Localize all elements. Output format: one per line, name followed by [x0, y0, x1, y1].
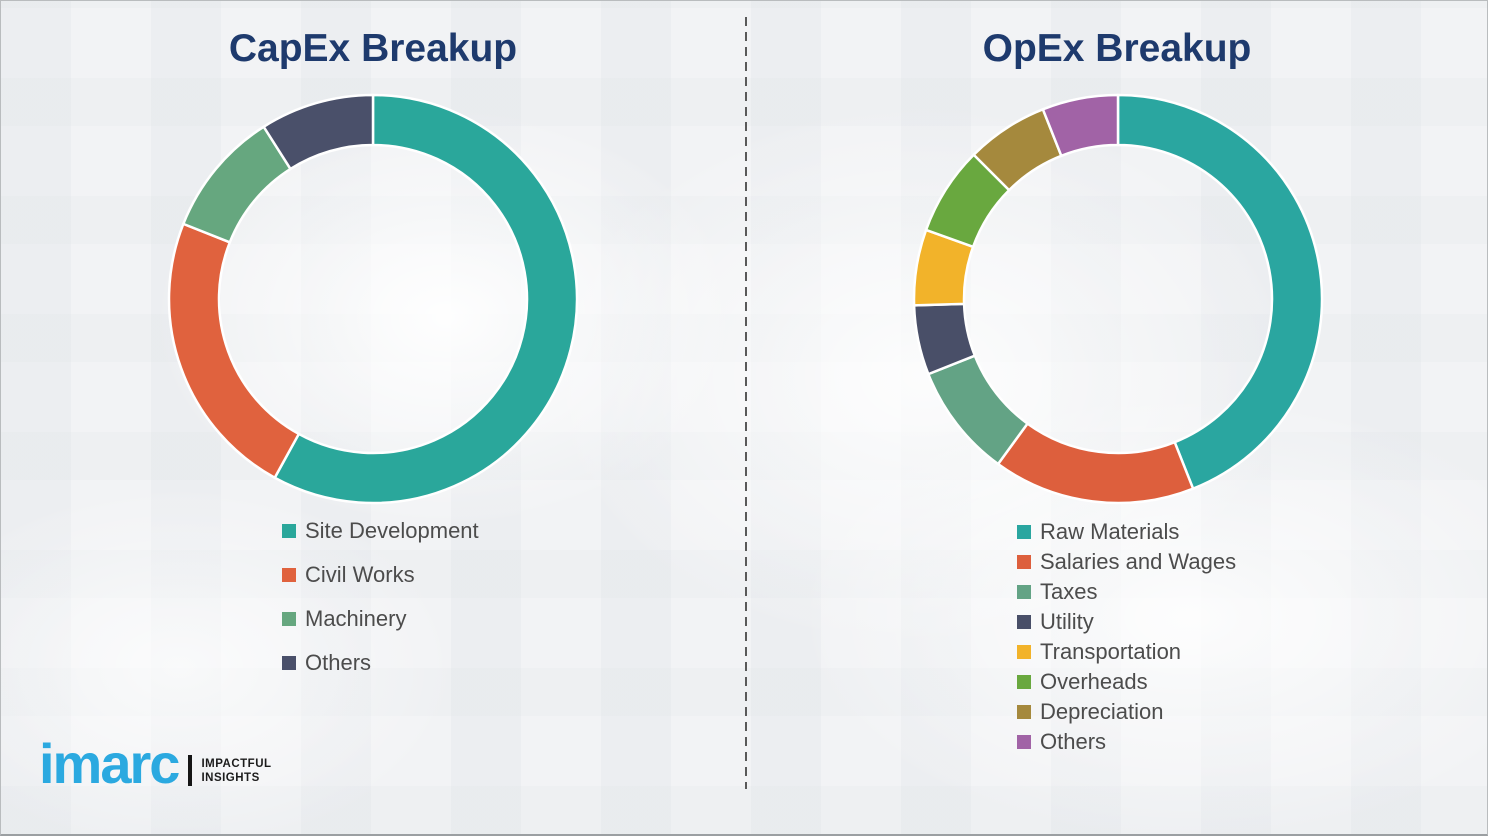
legend-color-swatch — [282, 524, 296, 538]
donut-slice-salaries-and-wages — [996, 422, 1195, 505]
legend-label: Others — [305, 650, 372, 675]
legend-item-others: Others — [282, 641, 479, 685]
capex-donut-chart — [167, 93, 579, 505]
imarc-logo-wordmark: imarc — [39, 732, 180, 795]
legend-color-swatch — [1017, 645, 1031, 659]
legend-item-overheads: Overheads — [1017, 667, 1236, 697]
legend-label: Taxes — [1040, 579, 1098, 604]
legend-label: Site Development — [305, 518, 479, 543]
legend-item-utility: Utility — [1017, 607, 1236, 637]
legend-label: Others — [1040, 729, 1107, 754]
imarc-tagline-line2: INSIGHTS — [201, 772, 260, 785]
legend-label: Utility — [1040, 609, 1094, 634]
legend-color-swatch — [282, 612, 296, 626]
capex-legend: Site Development Civil Works Machinery Othe… — [282, 509, 479, 685]
legend-label: Machinery — [305, 606, 407, 631]
legend-label: Depreciation — [1040, 699, 1164, 724]
legend-color-swatch — [1017, 525, 1031, 539]
legend-label: Transportation — [1040, 639, 1182, 664]
legend-item-civil-works: Civil Works — [282, 553, 479, 597]
legend-color-swatch — [1017, 615, 1031, 629]
legend-item-others: Others — [1017, 727, 1236, 757]
imarc-logo-tagline: IMPACTFUL INSIGHTS — [201, 757, 271, 786]
opex-chart-title: OpEx Breakup — [982, 27, 1252, 70]
imarc-logo: imarc IMPACTFUL INSIGHTS — [39, 732, 272, 795]
legend-item-salaries-and-wages: Salaries and Wages — [1017, 547, 1236, 577]
capex-chart-title: CapEx Breakup — [228, 27, 518, 70]
legend-item-site-development: Site Development — [282, 509, 479, 553]
donut-slice-site-development — [273, 93, 579, 505]
legend-item-taxes: Taxes — [1017, 577, 1236, 607]
capex-donut-svg — [167, 93, 579, 505]
legend-color-swatch — [1017, 555, 1031, 569]
legend-item-depreciation: Depreciation — [1017, 697, 1236, 727]
donut-slice-civil-works — [167, 222, 301, 480]
legend-label: Civil Works — [305, 562, 415, 587]
legend-color-swatch — [282, 656, 296, 670]
legend-color-swatch — [1017, 735, 1031, 749]
legend-color-swatch — [1017, 675, 1031, 689]
opex-donut-chart — [912, 93, 1324, 505]
legend-color-swatch — [1017, 585, 1031, 599]
dashed-divider-line — [745, 17, 747, 789]
donut-slice-raw-materials — [1116, 93, 1324, 490]
imarc-logo-divider-bar — [188, 754, 193, 786]
legend-item-machinery: Machinery — [282, 597, 479, 641]
donut-slice-others — [262, 93, 375, 171]
imarc-tagline-line1: IMPACTFUL — [201, 757, 272, 770]
opex-donut-svg — [912, 93, 1324, 505]
legend-color-swatch — [282, 568, 296, 582]
opex-legend: Raw Materials Salaries and Wages Taxes Util… — [1017, 517, 1236, 757]
legend-color-swatch — [1017, 705, 1031, 719]
donut-slice-others — [1041, 93, 1120, 158]
legend-label: Raw Materials — [1040, 519, 1180, 544]
legend-label: Salaries and Wages — [1040, 549, 1237, 574]
legend-item-transportation: Transportation — [1017, 637, 1236, 667]
legend-item-raw-materials: Raw Materials — [1017, 517, 1236, 547]
legend-label: Overheads — [1040, 669, 1148, 694]
